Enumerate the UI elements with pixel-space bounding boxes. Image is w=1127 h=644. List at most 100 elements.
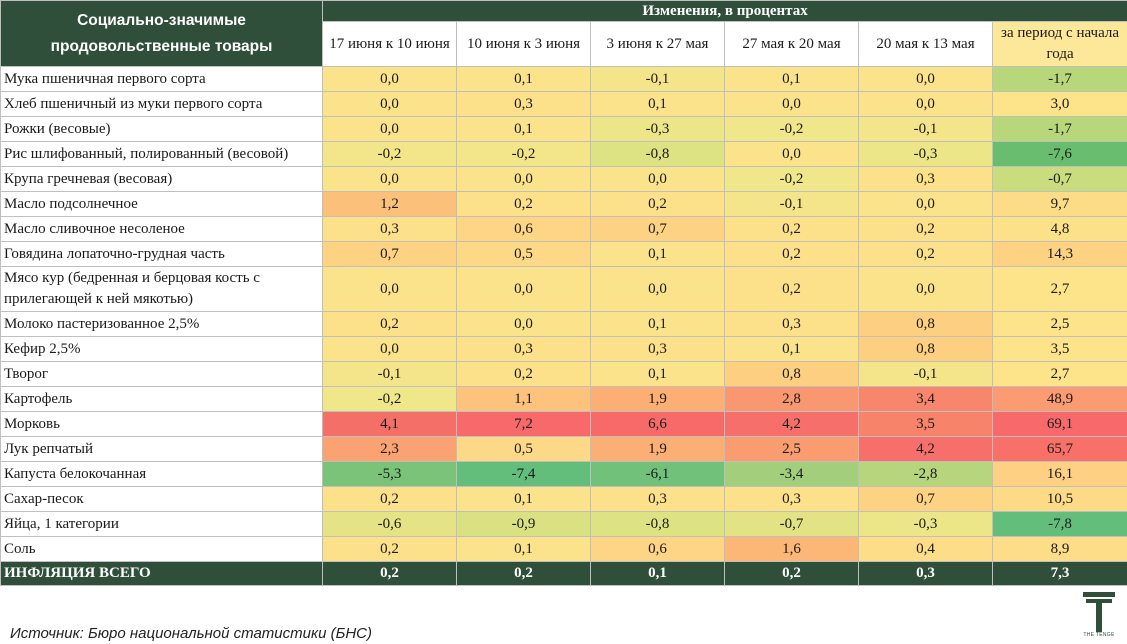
value-cell: 0,8	[858, 336, 993, 362]
value-cell: 0,7	[858, 486, 993, 512]
value-cell: -0,3	[858, 141, 993, 167]
table-row: Яйца, 1 категории -0,6 -0,9 -0,8 -0,7 -0,3 -7,…	[0, 511, 1127, 537]
value-cell: -3,4	[724, 461, 859, 487]
value-cell: -0,8	[590, 511, 725, 537]
value-cell: 0,2	[724, 216, 859, 242]
value-cell: 10,5	[991, 486, 1127, 512]
value-cell: 0,0	[322, 66, 457, 92]
table-row: Капуста белокочанная -5,3 -7,4 -6,1 -3,4 -2,8…	[0, 461, 1127, 487]
value-cell: 0,3	[590, 486, 725, 512]
product-name: Говядина лопаточно-грудная часть	[0, 241, 323, 267]
value-cell: 0,2	[724, 266, 859, 312]
table-row: Молоко пастеризованное 2,5% 0,2 0,0 0,1 0,3 0…	[0, 311, 1127, 337]
product-name: Мясо кур (бедренная и берцовая кость с п…	[0, 266, 323, 312]
column-header: 10 июня к 3 июня	[456, 21, 591, 67]
value-cell: 8,9	[991, 536, 1127, 562]
value-cell: 0,3	[456, 91, 591, 117]
column-header: 3 июня к 27 мая	[590, 21, 725, 67]
value-cell: 0,2	[322, 486, 457, 512]
value-cell: 0,1	[590, 311, 725, 337]
value-cell: -5,3	[322, 461, 457, 487]
value-cell: 0,2	[590, 191, 725, 217]
value-cell: 0,0	[322, 91, 457, 117]
value-cell: 14,3	[991, 241, 1127, 267]
product-name: Морковь	[0, 411, 323, 437]
value-cell: 0,0	[724, 141, 859, 167]
value-cell: -0,2	[724, 166, 859, 192]
brand-logo: THE TENGE	[1079, 592, 1119, 642]
column-header: 17 июня к 10 июня	[322, 21, 457, 67]
table-row: Хлеб пшеничный из муки первого сорта 0,0 0…	[0, 91, 1127, 117]
product-name: Масло сливочное несоленое	[0, 216, 323, 242]
value-cell: -0,2	[322, 141, 457, 167]
total-row: ИНФЛЯЦИЯ ВСЕГО 0,2 0,2 0,1 0,2 0,3 7,3	[0, 561, 1127, 586]
value-cell: 1,1	[456, 386, 591, 412]
table-row: Картофель -0,2 1,1 1,9 2,8 3,4 48,9	[0, 386, 1127, 412]
value-cell: 0,0	[322, 116, 457, 142]
value-cell: -0,1	[724, 191, 859, 217]
value-cell: 4,2	[858, 436, 993, 462]
product-name: Сахар-песок	[0, 486, 323, 512]
product-name: Хлеб пшеничный из муки первого сорта	[0, 91, 323, 117]
value-cell: 0,1	[590, 361, 725, 387]
value-cell: 2,5	[991, 311, 1127, 337]
value-cell: 0,0	[858, 266, 993, 312]
value-cell: -0,2	[322, 386, 457, 412]
value-cell: 4,1	[322, 411, 457, 437]
t-letter-logo-icon	[1083, 592, 1115, 632]
table-row: Лук репчатый 2,3 0,5 1,9 2,5 4,2 65,7	[0, 436, 1127, 462]
value-cell: -0,1	[858, 116, 993, 142]
value-cell: -0,7	[991, 166, 1127, 192]
group-header: Изменения, в процентах	[321, 0, 1127, 22]
product-name: Масло подсолнечное	[0, 191, 323, 217]
column-header: 27 мая к 20 мая	[724, 21, 859, 67]
table-title: Социально-значимые продовольственные тов…	[0, 0, 323, 67]
product-name: Молоко пастеризованное 2,5%	[0, 311, 323, 337]
value-cell: 0,7	[322, 241, 457, 267]
value-cell: 4,2	[724, 411, 859, 437]
table-row: Рис шлифованный, полированный (весовой) -…	[0, 141, 1127, 167]
product-name: Рис шлифованный, полированный (весовой)	[0, 141, 323, 167]
value-cell: 3,0	[991, 91, 1127, 117]
value-cell: 2,7	[991, 266, 1127, 312]
value-cell: 0,0	[858, 191, 993, 217]
product-name: Рожки (весовые)	[0, 116, 323, 142]
column-headers: 17 июня к 10 июня 10 июня к 3 июня 3 июня …	[1, 21, 1127, 67]
total-value-cell: 0,3	[858, 561, 993, 586]
value-cell: 0,6	[456, 216, 591, 242]
value-cell: 69,1	[991, 411, 1127, 437]
value-cell: -0,2	[724, 116, 859, 142]
value-cell: 0,5	[456, 241, 591, 267]
table-row: Масло сливочное несоленое 0,3 0,6 0,7 0,2 0,2…	[0, 216, 1127, 242]
value-cell: 2,3	[322, 436, 457, 462]
table-row: Кефир 2,5% 0,0 0,3 0,3 0,1 0,8 3,5	[0, 336, 1127, 362]
value-cell: -1,7	[991, 66, 1127, 92]
value-cell: 0,2	[858, 216, 993, 242]
product-name: Творог	[0, 361, 323, 387]
value-cell: -0,8	[590, 141, 725, 167]
product-name: Яйца, 1 категории	[0, 511, 323, 537]
value-cell: -7,4	[456, 461, 591, 487]
table-row: Говядина лопаточно-грудная часть 0,7 0,5 0,…	[0, 241, 1127, 267]
logo-caption: THE TENGE	[1083, 632, 1115, 638]
value-cell: 0,1	[724, 336, 859, 362]
value-cell: 1,6	[724, 536, 859, 562]
table-row: Крупа гречневая (весовая) 0,0 0,0 0,0 -0,2 0,…	[0, 166, 1127, 192]
value-cell: -0,1	[590, 66, 725, 92]
value-cell: 0,1	[456, 116, 591, 142]
value-cell: 0,2	[456, 191, 591, 217]
value-cell: 65,7	[991, 436, 1127, 462]
value-cell: 2,8	[724, 386, 859, 412]
value-cell: -6,1	[590, 461, 725, 487]
value-cell: 0,5	[456, 436, 591, 462]
value-cell: -7,8	[991, 511, 1127, 537]
product-name: Картофель	[0, 386, 323, 412]
value-cell: 0,3	[724, 311, 859, 337]
table-row: Соль 0,2 0,1 0,6 1,6 0,4 8,9	[0, 536, 1127, 562]
table-body: Мука пшеничная первого сорта 0,0 0,1 -0,1 0,…	[0, 66, 1127, 586]
value-cell: 3,5	[991, 336, 1127, 362]
total-value-cell: 0,2	[724, 561, 859, 586]
value-cell: 0,8	[724, 361, 859, 387]
value-cell: -7,6	[991, 141, 1127, 167]
